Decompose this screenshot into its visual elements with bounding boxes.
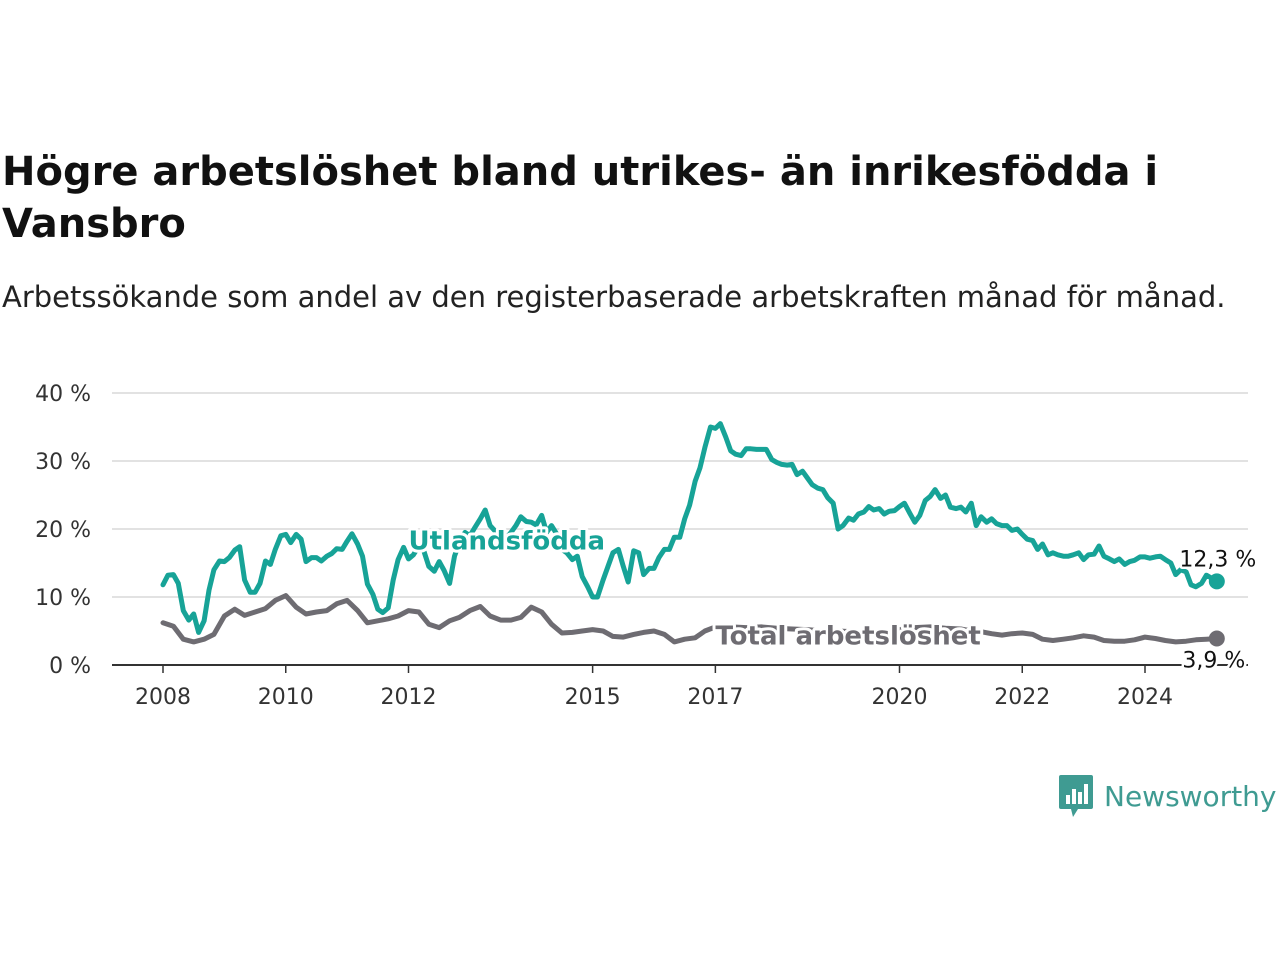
y-tick-label: 0 %	[49, 654, 91, 679]
brand-logo: Newsworthy	[1058, 773, 1277, 819]
y-tick-label: 40 %	[35, 382, 91, 407]
series-line-0	[160, 421, 1220, 635]
y-axis-ticks: 0 % 10 % 20 % 30 % 40 %	[35, 382, 91, 679]
end-value-total: 3,9 %	[1182, 648, 1245, 673]
series-line-1	[160, 593, 1220, 645]
newsworthy-logo-icon	[1059, 775, 1093, 817]
x-tick-label: 2017	[687, 685, 743, 710]
y-tick-label: 30 %	[35, 450, 91, 475]
y-tick-label: 20 %	[35, 518, 91, 543]
series-end-point-1	[1208, 630, 1225, 647]
chart-title: Högre arbetslöshet bland utrikes- än inr…	[2, 149, 1159, 247]
chart-subtitle: Arbetssökande som andel av den registerb…	[2, 280, 1226, 314]
x-axis-ticks: 2008 2010 2012 2015 2017 2020 2022 2024	[135, 665, 1173, 710]
series-lines	[160, 421, 1225, 647]
x-tick-label: 2015	[565, 685, 621, 710]
series-labels: Utlandsfödda Total arbetslöshet 12,3 % 3,9 …	[406, 523, 1259, 676]
line-chart: 0 % 10 % 20 % 30 % 40 % 2008 2010 2012 2015 2017…	[35, 382, 1259, 710]
x-tick-label: 2022	[994, 685, 1050, 710]
x-tick-label: 2008	[135, 685, 191, 710]
x-tick-label: 2010	[258, 685, 314, 710]
series-end-point-0	[1208, 573, 1225, 590]
series-label-total: Total arbetslöshet	[715, 622, 980, 652]
x-tick-label: 2024	[1117, 685, 1173, 710]
x-tick-label: 2012	[381, 685, 437, 710]
x-tick-label: 2020	[872, 685, 928, 710]
y-tick-label: 10 %	[35, 586, 91, 611]
series-label-utlandsfodda: Utlandsfödda	[409, 526, 606, 556]
end-value-utlandsfodda: 12,3 %	[1179, 547, 1256, 572]
brand-name: Newsworthy	[1104, 779, 1277, 813]
